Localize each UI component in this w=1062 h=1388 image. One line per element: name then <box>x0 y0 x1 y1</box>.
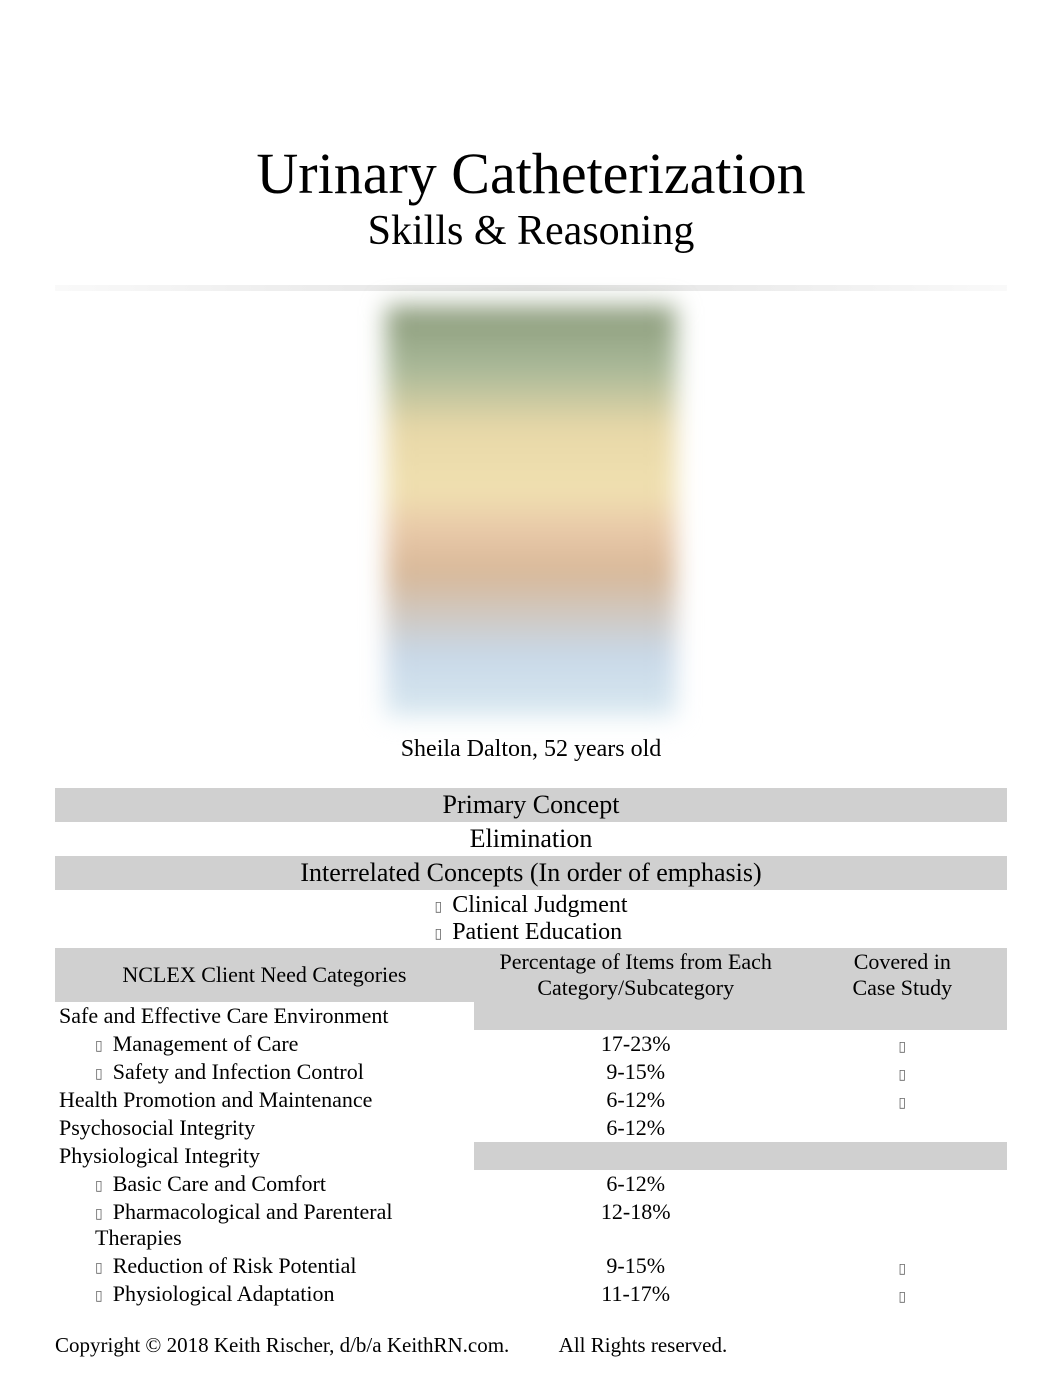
check-icon: ▯ <box>898 1038 906 1054</box>
check-icon: ▯ <box>898 1260 906 1276</box>
nclex-percent-cell: 6-12% <box>474 1086 798 1114</box>
nclex-category-cell: ▯ Safety and Infection Control <box>55 1058 474 1086</box>
check-icon: ▯ <box>898 1288 906 1304</box>
primary-concept-value: Elimination <box>55 822 1007 856</box>
nclex-covered-cell <box>798 1114 1007 1142</box>
nclex-category-label: Health Promotion and Maintenance <box>59 1087 372 1112</box>
patient-photo <box>386 306 676 716</box>
bullet-icon: ▯ <box>95 1065 103 1081</box>
nclex-category-cell: ▯ Basic Care and Comfort <box>55 1170 474 1198</box>
table-row: Health Promotion and Maintenance 6-12% ▯ <box>55 1086 1007 1114</box>
nclex-percent-cell: 17-23% <box>474 1030 798 1058</box>
bullet-icon: ▯ <box>95 1287 103 1303</box>
nclex-percent-cell: 6-12% <box>474 1170 798 1198</box>
nclex-category-cell: ▯ Physiological Adaptation <box>55 1280 474 1308</box>
document-title-sub: Skills & Reasoning <box>55 207 1007 255</box>
table-row: ▯ Safety and Infection Control 9-15% ▯ <box>55 1058 1007 1086</box>
table-row: ▯Pharmacological and Parenteral Therapie… <box>55 1198 1007 1252</box>
nclex-header-percent: Percentage of Items from Each Category/S… <box>474 948 798 1002</box>
footer: Copyright © 2018 Keith Rischer, d/b/a Ke… <box>55 1333 1007 1358</box>
footer-copyright: Copyright © 2018 Keith Rischer, d/b/a Ke… <box>55 1333 509 1357</box>
nclex-covered-cell <box>798 1002 1007 1030</box>
nclex-category-cell: ▯ Reduction of Risk Potential <box>55 1252 474 1280</box>
nclex-covered-cell: ▯ <box>798 1252 1007 1280</box>
nclex-header-covered: Covered in Case Study <box>798 948 1007 1002</box>
title-divider <box>55 285 1007 291</box>
nclex-category-cell: ▯Pharmacological and Parenteral Therapie… <box>55 1198 474 1252</box>
nclex-category-label: Basic Care and Comfort <box>113 1171 326 1196</box>
bullet-icon: ▯ <box>95 1205 103 1221</box>
nclex-percent-cell: 11-17% <box>474 1280 798 1308</box>
nclex-category-cell: Physiological Integrity <box>55 1142 474 1170</box>
nclex-covered-cell <box>798 1170 1007 1198</box>
nclex-category-label: Physiological Adaptation <box>113 1281 335 1306</box>
document-title-main: Urinary Catheterization <box>55 140 1007 207</box>
nclex-category-cell: Safe and Effective Care Environment <box>55 1002 474 1030</box>
nclex-covered-cell: ▯ <box>798 1058 1007 1086</box>
bullet-icon: ▯ <box>95 1177 103 1193</box>
nclex-category-label: Safety and Infection Control <box>113 1059 364 1084</box>
bullet-icon: ▯ <box>434 898 442 914</box>
nclex-category-label: Physiological Integrity <box>59 1143 260 1168</box>
nclex-table: NCLEX Client Need Categories Percentage … <box>55 948 1007 1308</box>
table-row: Physiological Integrity <box>55 1142 1007 1170</box>
check-icon: ▯ <box>898 1094 906 1110</box>
check-icon: ▯ <box>898 1066 906 1082</box>
nclex-covered-cell <box>798 1142 1007 1170</box>
photo-container <box>55 306 1007 716</box>
nclex-percent-cell <box>474 1002 798 1030</box>
footer-rights: All Rights reserved. <box>559 1333 728 1357</box>
concept-table: Primary Concept Elimination Interrelated… <box>55 788 1007 948</box>
interrelated-item-2: Patient Education <box>452 919 622 945</box>
nclex-category-cell: Psychosocial Integrity <box>55 1114 474 1142</box>
bullet-icon: ▯ <box>95 1259 103 1275</box>
nclex-category-label: Reduction of Risk Potential <box>113 1253 357 1278</box>
nclex-category-label: Psychosocial Integrity <box>59 1115 255 1140</box>
table-row: ▯ Reduction of Risk Potential 9-15% ▯ <box>55 1252 1007 1280</box>
bullet-icon: ▯ <box>95 1037 103 1053</box>
table-row: Safe and Effective Care Environment <box>55 1002 1007 1030</box>
nclex-percent-cell: 6-12% <box>474 1114 798 1142</box>
nclex-percent-cell <box>474 1142 798 1170</box>
table-row: Psychosocial Integrity 6-12% <box>55 1114 1007 1142</box>
table-row: ▯ Physiological Adaptation 11-17% ▯ <box>55 1280 1007 1308</box>
nclex-covered-cell: ▯ <box>798 1086 1007 1114</box>
nclex-covered-cell: ▯ <box>798 1030 1007 1058</box>
nclex-percent-cell: 9-15% <box>474 1058 798 1086</box>
interrelated-header: Interrelated Concepts (In order of empha… <box>55 856 1007 890</box>
nclex-category-label: Management of Care <box>113 1031 299 1056</box>
nclex-category-cell: Health Promotion and Maintenance <box>55 1086 474 1114</box>
primary-concept-header: Primary Concept <box>55 788 1007 822</box>
nclex-category-label: Pharmacological and Parenteral Therapies <box>95 1199 393 1250</box>
nclex-percent-cell: 9-15% <box>474 1252 798 1280</box>
bullet-icon: ▯ <box>434 925 442 941</box>
patient-caption: Sheila Dalton, 52 years old <box>55 736 1007 763</box>
nclex-covered-cell: ▯ <box>798 1280 1007 1308</box>
table-row: ▯ Management of Care 17-23% ▯ <box>55 1030 1007 1058</box>
nclex-covered-cell <box>798 1198 1007 1252</box>
interrelated-list: ▯ Clinical Judgment ▯ Patient Education <box>55 890 1007 948</box>
nclex-header-category: NCLEX Client Need Categories <box>55 948 474 1002</box>
nclex-category-label: Safe and Effective Care Environment <box>59 1003 388 1028</box>
interrelated-item-1: Clinical Judgment <box>452 892 627 918</box>
table-row: ▯ Basic Care and Comfort 6-12% <box>55 1170 1007 1198</box>
nclex-header-row: NCLEX Client Need Categories Percentage … <box>55 948 1007 1002</box>
nclex-category-cell: ▯ Management of Care <box>55 1030 474 1058</box>
nclex-percent-cell: 12-18% <box>474 1198 798 1252</box>
